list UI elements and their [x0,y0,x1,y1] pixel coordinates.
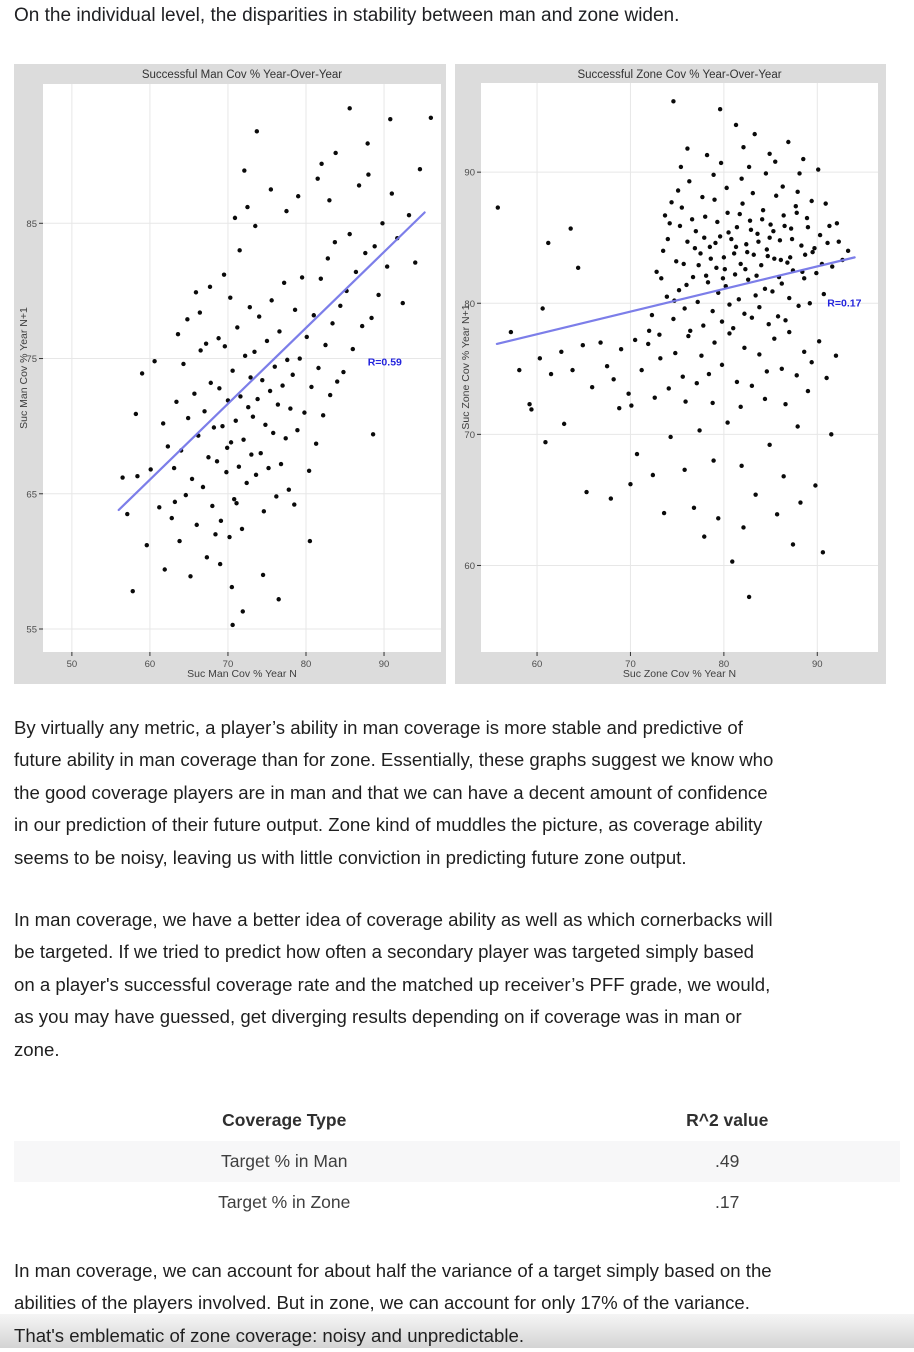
table-row: Target % in Man .49 [14,1141,900,1182]
table-cell-coverage-type: Target % in Man [221,1151,348,1171]
svg-text:80: 80 [719,659,730,670]
table-cell-r2-value: .49 [715,1151,740,1171]
svg-text:90: 90 [464,168,475,179]
svg-text:60: 60 [145,659,156,670]
intro-text: On the individual level, the disparities… [14,5,680,26]
bottom-gradient-band [0,1314,914,1348]
svg-text:65: 65 [26,489,37,500]
chart-figure-zone: Successful Zone Cov % Year-Over-Year Suc… [455,64,886,684]
svg-text:75: 75 [26,354,37,365]
paragraph-1: By virtually any metric, a player’s abil… [14,717,774,868]
paragraph-3: In man coverage, we can account for abou… [14,1260,772,1346]
table-row: Target % in Zone .17 [14,1182,900,1223]
svg-text:70: 70 [625,659,636,670]
svg-text:80: 80 [464,299,475,310]
chart-title-man: Successful Man Cov % Year-Over-Year [141,69,343,81]
scatter-plot-zone: 60 70 80 90 60 70 80 90 R=0.17 [464,83,878,670]
paragraph-2: In man coverage, we have a better idea o… [14,909,773,1060]
svg-text:80: 80 [301,659,312,670]
table-header-row: Coverage Type R^2 value [14,1100,900,1141]
svg-text:R=0.17: R=0.17 [827,297,861,309]
svg-text:60: 60 [532,659,543,670]
table-cell-r2-value: .17 [715,1192,740,1212]
svg-text:50: 50 [67,659,78,670]
table-header-r2-value: R^2 value [686,1110,769,1130]
table-cell-coverage-type: Target % in Zone [218,1192,351,1212]
svg-text:70: 70 [223,659,234,670]
svg-text:60: 60 [464,561,475,572]
results-table: Coverage Type R^2 value Target % in Man … [14,1100,900,1223]
svg-text:70: 70 [464,430,475,441]
scatter-plot-man: 50 60 70 80 90 55 65 75 85 R=0.59 [26,84,441,670]
svg-text:55: 55 [26,625,37,636]
x-axis-label-man: Suc Man Cov % Year N [187,668,297,680]
table-header-coverage-type: Coverage Type [222,1110,347,1130]
svg-text:90: 90 [379,659,390,670]
chart-title-zone: Successful Zone Cov % Year-Over-Year [577,69,782,81]
svg-text:R=0.59: R=0.59 [368,357,402,369]
chart-figure-man: Successful Man Cov % Year-Over-Year Suc … [14,64,446,684]
svg-text:90: 90 [812,659,823,670]
svg-text:85: 85 [26,219,37,230]
x-axis-label-zone: Suc Zone Cov % Year N [622,668,737,680]
